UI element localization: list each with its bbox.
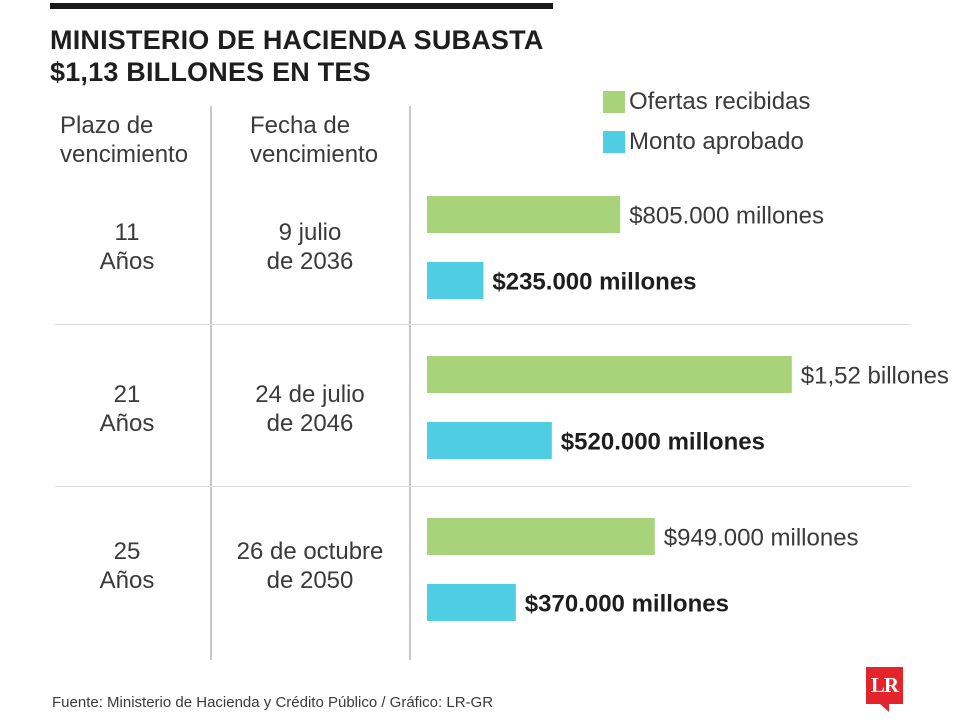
top-rule <box>50 3 553 9</box>
row-3-fecha: 26 de octubre de 2050 <box>236 538 384 594</box>
column-divider-2 <box>409 106 411 660</box>
bar-monto-2 <box>427 422 552 459</box>
row-2-fecha: 24 de julio de 2046 <box>255 381 365 437</box>
row-divider-2 <box>55 486 911 487</box>
data-label-ofertas-2: $1,52 billones <box>801 363 949 390</box>
data-label-monto-1: $235.000 millones <box>492 269 696 296</box>
title-line-1: MINISTERIO DE HACIENDA SUBASTA <box>50 25 544 55</box>
data-label-ofertas-1: $805.000 millones <box>629 203 824 230</box>
source-footer: Fuente: Ministerio de Hacienda y Crédito… <box>52 694 494 711</box>
row-divider-1 <box>55 324 911 325</box>
lr-logo: LR <box>866 667 903 712</box>
row-3-plazo: 25 Años <box>99 538 155 594</box>
column-header-plazo: Plazo de vencimiento <box>60 112 189 168</box>
legend-swatch-monto <box>603 131 625 153</box>
data-label-ofertas-3: $949.000 millones <box>664 525 859 552</box>
legend-swatch-ofertas <box>603 91 625 113</box>
legend-item-ofertas: Ofertas recibidas <box>603 82 810 122</box>
row-1-fecha: 9 julio de 2036 <box>266 219 354 275</box>
bar-monto-1 <box>427 262 484 299</box>
row-1-plazo: 11 Años <box>99 219 155 275</box>
legend-item-monto: Monto aprobado <box>603 122 810 162</box>
data-label-monto-3: $370.000 millones <box>525 591 729 618</box>
title-line-2: $1,13 BILLONES EN TES <box>50 57 371 87</box>
legend: Ofertas recibidas Monto aprobado <box>603 82 810 162</box>
data-label-monto-2: $520.000 millones <box>561 429 765 456</box>
chart-title: MINISTERIO DE HACIENDA SUBASTA $1,13 BIL… <box>50 24 650 88</box>
column-header-fecha: Fecha de vencimiento <box>250 112 379 168</box>
row-2-plazo: 21 Años <box>99 381 155 437</box>
bar-monto-3 <box>427 584 516 621</box>
legend-label-monto: Monto aprobado <box>629 128 804 155</box>
bar-ofertas-3 <box>427 518 655 555</box>
bar-ofertas-2 <box>427 356 792 393</box>
legend-label-ofertas: Ofertas recibidas <box>629 88 811 115</box>
column-divider-1 <box>210 106 212 660</box>
bar-ofertas-1 <box>427 196 621 233</box>
